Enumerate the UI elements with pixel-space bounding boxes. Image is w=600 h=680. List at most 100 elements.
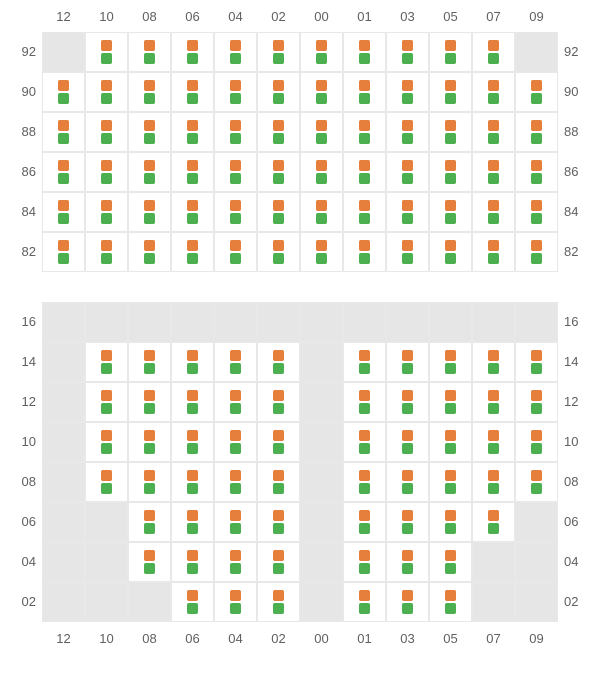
- seat-cell[interactable]: [257, 192, 300, 232]
- seat-cell[interactable]: [85, 72, 128, 112]
- seat-cell[interactable]: [171, 72, 214, 112]
- seat-cell[interactable]: [257, 462, 300, 502]
- seat-cell[interactable]: [214, 152, 257, 192]
- seat-cell[interactable]: [171, 152, 214, 192]
- seat-cell[interactable]: [343, 342, 386, 382]
- seat-cell[interactable]: [429, 32, 472, 72]
- seat-cell[interactable]: [429, 152, 472, 192]
- seat-cell[interactable]: [386, 32, 429, 72]
- seat-cell[interactable]: [42, 72, 85, 112]
- seat-cell[interactable]: [257, 582, 300, 622]
- seat-cell[interactable]: [472, 422, 515, 462]
- seat-cell[interactable]: [472, 32, 515, 72]
- seat-cell[interactable]: [472, 192, 515, 232]
- seat-cell[interactable]: [386, 72, 429, 112]
- seat-cell[interactable]: [128, 422, 171, 462]
- seat-cell[interactable]: [386, 422, 429, 462]
- seat-cell[interactable]: [214, 112, 257, 152]
- seat-cell[interactable]: [429, 72, 472, 112]
- seat-cell[interactable]: [128, 502, 171, 542]
- seat-cell[interactable]: [128, 112, 171, 152]
- seat-cell[interactable]: [214, 342, 257, 382]
- seat-cell[interactable]: [171, 232, 214, 272]
- seat-cell[interactable]: [171, 462, 214, 502]
- seat-cell[interactable]: [257, 112, 300, 152]
- seat-cell[interactable]: [257, 232, 300, 272]
- seat-cell[interactable]: [343, 232, 386, 272]
- seat-cell[interactable]: [472, 462, 515, 502]
- seat-cell[interactable]: [214, 582, 257, 622]
- seat-cell[interactable]: [472, 72, 515, 112]
- seat-cell[interactable]: [429, 502, 472, 542]
- seat-cell[interactable]: [214, 232, 257, 272]
- seat-cell[interactable]: [343, 112, 386, 152]
- seat-cell[interactable]: [171, 382, 214, 422]
- seat-cell[interactable]: [85, 112, 128, 152]
- seat-cell[interactable]: [472, 232, 515, 272]
- seat-cell[interactable]: [214, 462, 257, 502]
- seat-cell[interactable]: [85, 192, 128, 232]
- seat-cell[interactable]: [343, 422, 386, 462]
- seat-cell[interactable]: [257, 32, 300, 72]
- seat-cell[interactable]: [171, 542, 214, 582]
- seat-cell[interactable]: [343, 502, 386, 542]
- seat-cell[interactable]: [214, 422, 257, 462]
- seat-cell[interactable]: [386, 342, 429, 382]
- seat-cell[interactable]: [42, 152, 85, 192]
- seat-cell[interactable]: [300, 32, 343, 72]
- seat-cell[interactable]: [472, 502, 515, 542]
- seat-cell[interactable]: [214, 192, 257, 232]
- seat-cell[interactable]: [386, 112, 429, 152]
- seat-cell[interactable]: [128, 462, 171, 502]
- seat-cell[interactable]: [429, 422, 472, 462]
- seat-cell[interactable]: [171, 342, 214, 382]
- seat-cell[interactable]: [300, 152, 343, 192]
- seat-cell[interactable]: [214, 542, 257, 582]
- seat-cell[interactable]: [343, 152, 386, 192]
- seat-cell[interactable]: [429, 582, 472, 622]
- seat-cell[interactable]: [300, 72, 343, 112]
- seat-cell[interactable]: [515, 342, 558, 382]
- seat-cell[interactable]: [515, 462, 558, 502]
- seat-cell[interactable]: [214, 32, 257, 72]
- seat-cell[interactable]: [171, 422, 214, 462]
- seat-cell[interactable]: [42, 232, 85, 272]
- seat-cell[interactable]: [257, 152, 300, 192]
- seat-cell[interactable]: [472, 112, 515, 152]
- seat-cell[interactable]: [386, 542, 429, 582]
- seat-cell[interactable]: [429, 342, 472, 382]
- seat-cell[interactable]: [343, 542, 386, 582]
- seat-cell[interactable]: [343, 582, 386, 622]
- seat-cell[interactable]: [429, 382, 472, 422]
- seat-cell[interactable]: [386, 462, 429, 502]
- seat-cell[interactable]: [257, 72, 300, 112]
- seat-cell[interactable]: [42, 192, 85, 232]
- seat-cell[interactable]: [257, 422, 300, 462]
- seat-cell[interactable]: [343, 462, 386, 502]
- seat-cell[interactable]: [429, 462, 472, 502]
- seat-cell[interactable]: [171, 192, 214, 232]
- seat-cell[interactable]: [128, 342, 171, 382]
- seat-cell[interactable]: [85, 232, 128, 272]
- seat-cell[interactable]: [85, 382, 128, 422]
- seat-cell[interactable]: [386, 232, 429, 272]
- seat-cell[interactable]: [300, 112, 343, 152]
- seat-cell[interactable]: [429, 232, 472, 272]
- seat-cell[interactable]: [128, 542, 171, 582]
- seat-cell[interactable]: [515, 72, 558, 112]
- seat-cell[interactable]: [429, 542, 472, 582]
- seat-cell[interactable]: [515, 112, 558, 152]
- seat-cell[interactable]: [214, 72, 257, 112]
- seat-cell[interactable]: [257, 342, 300, 382]
- seat-cell[interactable]: [515, 192, 558, 232]
- seat-cell[interactable]: [515, 152, 558, 192]
- seat-cell[interactable]: [472, 342, 515, 382]
- seat-cell[interactable]: [171, 582, 214, 622]
- seat-cell[interactable]: [300, 192, 343, 232]
- seat-cell[interactable]: [214, 502, 257, 542]
- seat-cell[interactable]: [42, 112, 85, 152]
- seat-cell[interactable]: [85, 32, 128, 72]
- seat-cell[interactable]: [128, 72, 171, 112]
- seat-cell[interactable]: [257, 502, 300, 542]
- seat-cell[interactable]: [85, 342, 128, 382]
